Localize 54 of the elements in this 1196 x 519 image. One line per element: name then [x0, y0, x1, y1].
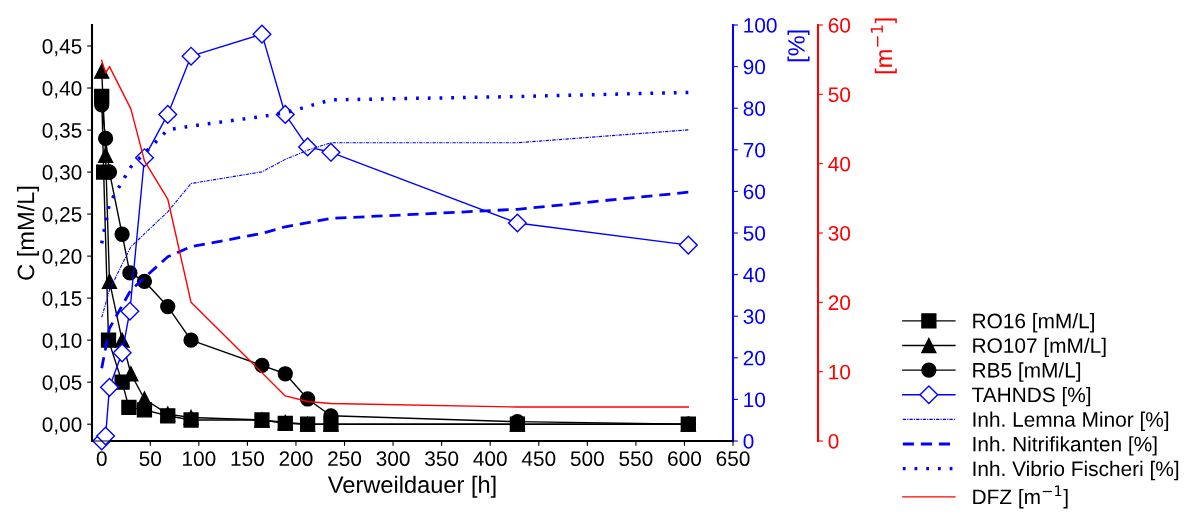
y3-tick-label: 40 — [828, 156, 851, 172]
legend-label: DFZ [m$^{−1}$] — [973, 485, 1068, 509]
legend-label: RO107 [mM/L] — [973, 337, 1106, 358]
y3-axis-title: [m$^{−1}$] — [870, 18, 897, 74]
y-tick-label: 0,40 — [42, 81, 82, 99]
x-tick-label: 450 — [521, 451, 556, 467]
x-tick-label: 0 — [96, 451, 107, 467]
y-tick-label: 0,30 — [42, 165, 82, 183]
y2-tick-label: 90 — [743, 59, 766, 75]
x-tick-label: 50 — [139, 451, 162, 467]
x-tick-label: 300 — [376, 451, 410, 467]
legend-label: TAHNDS [%] — [972, 386, 1091, 407]
legend-label: Inh. Vibrio Fischeri [%] — [973, 460, 1179, 481]
x-tick-label: 550 — [619, 451, 653, 467]
x-tick-label: 350 — [425, 451, 459, 467]
y-tick-label: 0,25 — [42, 207, 82, 225]
y-tick-label: 0,15 — [42, 291, 82, 309]
x-tick-label: 250 — [328, 451, 362, 467]
x-axis-title: Verweildauer [h] — [327, 475, 496, 498]
legend-label: Inh. Nitrifikanten [%] — [973, 436, 1157, 456]
y3-tick-label: 0 — [828, 434, 839, 449]
y3-tick-label: 30 — [828, 226, 851, 241]
y2-tick-label: 60 — [743, 184, 766, 200]
y2-axis-title: [%] — [787, 30, 810, 62]
x-tick-label: 100 — [183, 451, 216, 467]
x-tick-label: 200 — [279, 451, 313, 467]
y3-tick-label: 50 — [828, 87, 851, 103]
y2-tick-label: 50 — [743, 226, 766, 241]
y2-tick-label: 70 — [743, 142, 766, 158]
legend-label: Inh. Lemna Minor [%] — [973, 411, 1169, 431]
y3-tick-label: 10 — [829, 364, 851, 380]
x-tick-label: 400 — [473, 451, 507, 467]
y2-tick-label: 80 — [743, 101, 766, 116]
y2-tick-label: 20 — [743, 350, 766, 366]
y2-tick-label: 40 — [743, 267, 766, 283]
y-tick-label: 0,05 — [42, 375, 82, 393]
legend-label: RB5 [mM/L] — [973, 362, 1081, 382]
y3-tick-label: 20 — [828, 295, 851, 311]
y-axis-title: C [mM/L] — [16, 186, 39, 280]
y2-tick-label: 100 — [744, 18, 777, 33]
y-tick-label: 0,20 — [42, 249, 82, 267]
x-tick-label: 650 — [716, 451, 750, 467]
y2-tick-label: 10 — [744, 392, 766, 408]
x-tick-label: 150 — [231, 451, 264, 467]
legend-label: RO16 [mM/L] — [973, 313, 1094, 333]
x-tick-label: 600 — [668, 451, 702, 467]
y2-tick-label: 0 — [743, 434, 754, 449]
y2-tick-label: 30 — [743, 309, 766, 324]
y-tick-label: 0,10 — [42, 333, 82, 351]
x-tick-label: 500 — [570, 451, 604, 467]
y3-tick-label: 60 — [828, 18, 851, 33]
y-tick-label: 0,35 — [42, 123, 82, 141]
y-tick-label: 0,00 — [42, 417, 82, 435]
y-tick-label: 0,45 — [42, 39, 82, 57]
